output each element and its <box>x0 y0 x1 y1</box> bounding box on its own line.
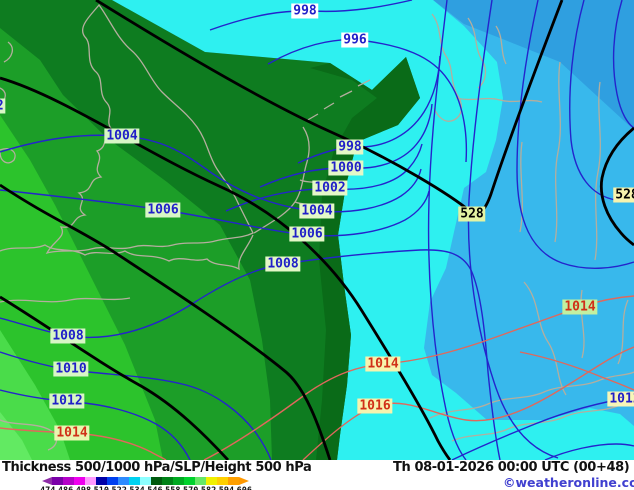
height-500-contour <box>0 295 230 460</box>
height-500-contour <box>0 183 332 460</box>
thickness-scale-values: 474486498510522534546558570582594606 <box>40 486 252 490</box>
isobar-line <box>267 39 468 163</box>
legend-timestamp: Th 08-01-2026 00:00 UTC (00+48) <box>393 460 630 475</box>
scale-cell <box>52 477 63 485</box>
scale-cell <box>85 477 96 485</box>
isobar-line <box>467 0 559 459</box>
isobar-line <box>544 443 634 460</box>
scale-value: 570 <box>183 486 198 490</box>
height-500-contour <box>599 126 634 247</box>
contour-label-1002: 1002 <box>0 98 6 114</box>
scale-cell <box>74 477 85 485</box>
scale-cell <box>63 477 74 485</box>
isobar-line <box>259 103 433 188</box>
isobar-line <box>451 396 634 460</box>
contour-label-1016: 1016 <box>357 398 393 414</box>
region-green-lightest-corner <box>0 412 32 460</box>
scale-value: 594 <box>219 486 234 490</box>
isobar-line <box>0 389 191 460</box>
contour-label-1006: 1006 <box>289 226 325 242</box>
coastline <box>523 281 629 396</box>
scale-value: 558 <box>165 486 180 490</box>
scale-value: 606 <box>237 486 252 490</box>
contour-label-998: 998 <box>336 139 364 155</box>
coastline <box>0 234 254 271</box>
scale-cell <box>129 477 140 485</box>
contour-label-1006: 1006 <box>145 202 181 218</box>
contour-label-1014: 1014 <box>54 425 90 441</box>
isobar-line <box>225 143 423 212</box>
scale-value: 582 <box>201 486 216 490</box>
contour-label-998: 998 <box>291 3 319 19</box>
scale-cell <box>162 477 173 485</box>
region-sea-north-dark <box>433 0 634 130</box>
scale-left-arrow-icon <box>42 477 52 485</box>
isobars-red-layer <box>0 295 634 460</box>
contour-label-1000: 1000 <box>328 160 364 176</box>
thickness-color-scale <box>52 477 239 485</box>
scale-value: 510 <box>94 486 109 490</box>
legend-copyright: ©weatheronline.co.uk <box>503 475 634 490</box>
weather-map: 998 996 1002 1004 1006 998 1000 1002 1004 1006 100… <box>0 0 634 460</box>
contour-label-1004: 1004 <box>104 128 140 144</box>
scale-cell <box>184 477 195 485</box>
region-cyan-airmass <box>112 0 634 460</box>
contour-label-1012: 1012 <box>607 391 634 407</box>
height-500-contour <box>95 0 564 216</box>
coastlines-layer <box>0 3 634 451</box>
scale-value: 546 <box>147 486 162 490</box>
scale-cell <box>217 477 228 485</box>
contour-label-1004: 1004 <box>299 203 335 219</box>
scale-cell <box>96 477 107 485</box>
isobar-line-high <box>0 427 167 460</box>
contour-label-1014: 1014 <box>365 356 401 372</box>
region-green-light-band <box>0 330 70 460</box>
scale-value: 486 <box>58 486 73 490</box>
isobar-line-high <box>302 346 634 460</box>
coastline <box>455 61 601 261</box>
contour-label-1002: 1002 <box>312 180 348 196</box>
scale-cell <box>228 477 239 485</box>
contour-label-1014: 1014 <box>562 299 598 315</box>
scale-cell <box>195 477 206 485</box>
isobar-line-high <box>519 351 634 391</box>
scale-cell <box>118 477 129 485</box>
scale-cell <box>173 477 184 485</box>
scale-cell <box>140 477 151 485</box>
scale-cell <box>151 477 162 485</box>
scale-cell <box>107 477 118 485</box>
contour-label-1008: 1008 <box>265 256 301 272</box>
isobar-line <box>0 134 422 213</box>
legend-title: Thickness 500/1000 hPa/SLP/Height 500 hP… <box>2 460 312 475</box>
scale-cell <box>206 477 217 485</box>
contour-label-996: 996 <box>341 32 369 48</box>
scale-value: 474 <box>40 486 55 490</box>
contour-label-528: 528 <box>458 206 486 222</box>
scale-value: 522 <box>112 486 127 490</box>
legend-bar: Thickness 500/1000 hPa/SLP/Height 500 hP… <box>0 460 634 490</box>
weather-map-canvas <box>0 0 634 460</box>
scale-value: 498 <box>76 486 91 490</box>
region-green-coastal-darkest <box>310 57 420 460</box>
scale-value: 534 <box>129 486 144 490</box>
contour-label-1012: 1012 <box>49 393 85 409</box>
contour-label-528: 528 <box>613 187 634 203</box>
coastline <box>253 79 371 234</box>
isobar-line <box>612 0 634 129</box>
contour-label-1008: 1008 <box>50 328 86 344</box>
isobar-line <box>516 0 634 269</box>
isobar-line <box>0 189 430 237</box>
isobar-line <box>297 55 441 164</box>
isobar-line <box>0 249 501 460</box>
scale-right-arrow-icon <box>239 477 249 485</box>
isobar-line <box>427 0 467 460</box>
contour-label-1010: 1010 <box>53 361 89 377</box>
coastline <box>0 297 131 451</box>
